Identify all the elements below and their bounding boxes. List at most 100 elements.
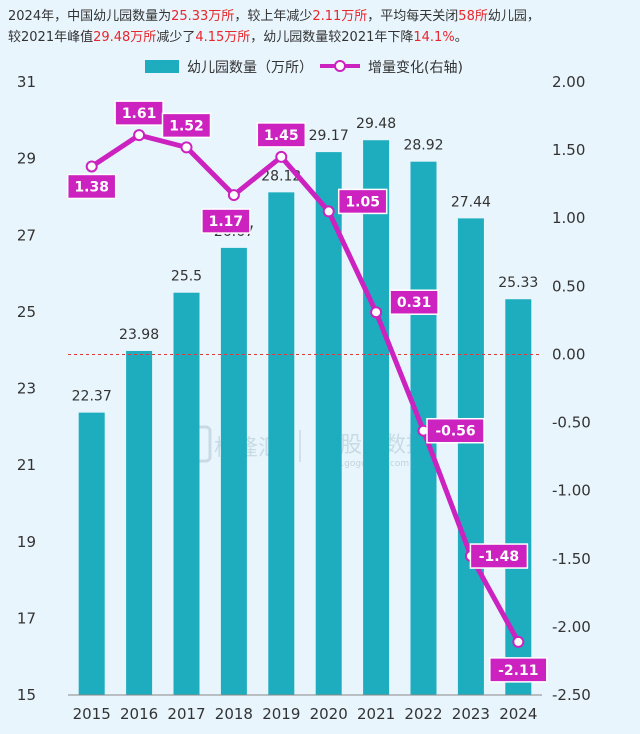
x-axis: 2015 2016 2017 2018 2019 2020 2021 2022 2023 2024	[68, 694, 542, 723]
caption-text: ，平均每天关闭	[367, 9, 459, 24]
left-tick-label: 29	[17, 150, 36, 168]
x-tick-label: 2020	[310, 705, 348, 723]
left-tick-label: 25	[17, 303, 36, 321]
right-tick-label: 1.50	[552, 141, 585, 159]
x-tick-label: 2015	[73, 705, 111, 723]
bar-data-label: 23.98	[119, 327, 159, 343]
line-point-2019	[275, 150, 288, 163]
caption-highlight: 29.48万所	[93, 30, 157, 45]
caption-highlight: 14.1%	[413, 30, 455, 45]
legend-line-marker	[334, 60, 346, 72]
right-axis-ticks: -2.50 -2.00 -1.50 -1.00 -0.50 0.00 0.50 1.00 1.5…	[552, 73, 591, 704]
left-tick-label: 15	[17, 686, 36, 704]
line-label-box	[256, 122, 307, 148]
x-tick-label: 2018	[215, 705, 253, 723]
left-tick-label: 27	[17, 226, 36, 244]
bar-data-label: 28.92	[403, 138, 443, 154]
line-point-2024	[512, 635, 525, 648]
line-path	[90, 132, 521, 644]
bar-data-label: 25.5	[171, 269, 202, 285]
line-point-2016	[133, 129, 146, 142]
bar-2017	[173, 292, 200, 695]
line-data-label: -0.56	[435, 424, 475, 440]
bar-2023	[457, 218, 484, 695]
line-point-2015	[85, 160, 98, 173]
line-data-label: 1.05	[345, 194, 380, 210]
x-tick-label: 2016	[120, 705, 158, 723]
left-tick-label: 23	[17, 380, 36, 398]
caption-text: 2024年，中国幼儿园数量为	[8, 9, 172, 24]
left-tick-label: 21	[17, 456, 36, 474]
chart-legend: 幼儿园数量（万所） 增量变化(右轴)	[145, 60, 463, 76]
caption-text: ，幼儿园数量较2021年下降	[250, 30, 414, 45]
bar-2024	[505, 299, 532, 695]
line-label-box	[66, 173, 117, 200]
x-tick-label: 2022	[404, 705, 442, 723]
line-label-box	[426, 417, 485, 444]
caption-line-2: 较2021年峰值29.48万所减少了4.15万所，幼儿园数量较2021年下降14…	[8, 27, 636, 48]
line-data-label: 1.52	[169, 118, 204, 134]
line-data-label: 1.38	[74, 179, 109, 195]
line-point-2021	[370, 306, 383, 319]
legend-bar-label: 幼儿园数量（万所）	[187, 60, 313, 76]
line-label-box	[161, 112, 212, 139]
line-point-2020	[322, 205, 335, 218]
caption-text: 。	[454, 30, 468, 45]
caption-text: ，较上年减少	[234, 9, 313, 24]
right-tick-label: -1.00	[552, 482, 591, 500]
line-data-label: 0.31	[397, 295, 432, 311]
left-tick-label: 31	[17, 73, 36, 91]
caption-highlight: 25.33万所	[171, 9, 235, 24]
left-tick-label: 17	[17, 609, 36, 627]
bar-2015	[78, 412, 105, 695]
line-series: 1.38 1.61 1.52 1.17 1.45 1.05 0.31 -0.56 -1.48 -2…	[66, 100, 548, 683]
legend-bar-swatch	[145, 60, 179, 73]
line-data-label: -1.48	[479, 549, 519, 565]
bar-data-label: 27.44	[451, 194, 491, 210]
legend-line-label: 增量变化(右轴)	[368, 60, 463, 76]
bar-2021	[363, 140, 390, 696]
watermark: 格隆汇勾股大数据www.gogudata.com	[180, 425, 428, 469]
caption-highlight: 58所	[458, 9, 488, 24]
line-label-box	[114, 100, 164, 126]
line-data-label: 1.45	[264, 128, 299, 144]
x-tick-label: 2021	[357, 705, 395, 723]
right-tick-label: -2.00	[552, 618, 591, 636]
right-tick-label: 1.00	[552, 209, 585, 227]
bar-2018	[220, 247, 247, 695]
line-data-label: 1.17	[209, 214, 244, 230]
x-tick-label: 2023	[452, 705, 490, 723]
line-label-box	[201, 208, 251, 234]
bar-2020	[315, 152, 342, 695]
bar-series	[78, 140, 532, 696]
right-tick-label: -2.50	[552, 686, 591, 704]
right-tick-label: 0.50	[552, 277, 585, 295]
line-data-label: -2.11	[498, 663, 538, 679]
caption-highlight: 4.15万所	[195, 30, 251, 45]
line-label-box	[469, 543, 529, 569]
bar-data-label: 28.12	[261, 168, 301, 184]
right-tick-label: -1.50	[552, 550, 591, 568]
right-tick-label: 0.00	[552, 345, 585, 363]
line-label-box	[489, 657, 548, 683]
line-point-2017	[180, 141, 193, 154]
right-tick-label: -0.50	[552, 414, 591, 432]
line-data-label: 1.61	[122, 106, 157, 122]
caption-text: 减少了	[156, 30, 196, 45]
chart-caption: 2024年，中国幼儿园数量为25.33万所，较上年减少2.11万所，平均每天关闭…	[8, 6, 636, 48]
bar-data-label: 25.33	[498, 275, 538, 291]
x-tick-label: 2019	[262, 705, 300, 723]
bar-data-label: 22.37	[72, 389, 112, 405]
caption-text: 幼儿园，	[487, 9, 540, 24]
bar-2016	[126, 350, 153, 695]
bar-2019	[268, 192, 295, 695]
bar-data-label: 29.48	[356, 116, 396, 132]
x-tick-label: 2024	[499, 705, 537, 723]
line-label-box	[337, 188, 388, 215]
left-axis-ticks: 15 17 19 21 23 25 27 29 31	[17, 73, 36, 704]
x-tick-label: 2017	[167, 705, 205, 723]
caption-highlight: 2.11万所	[312, 9, 368, 24]
right-tick-label: 2.00	[552, 73, 585, 91]
left-tick-label: 19	[17, 533, 36, 551]
